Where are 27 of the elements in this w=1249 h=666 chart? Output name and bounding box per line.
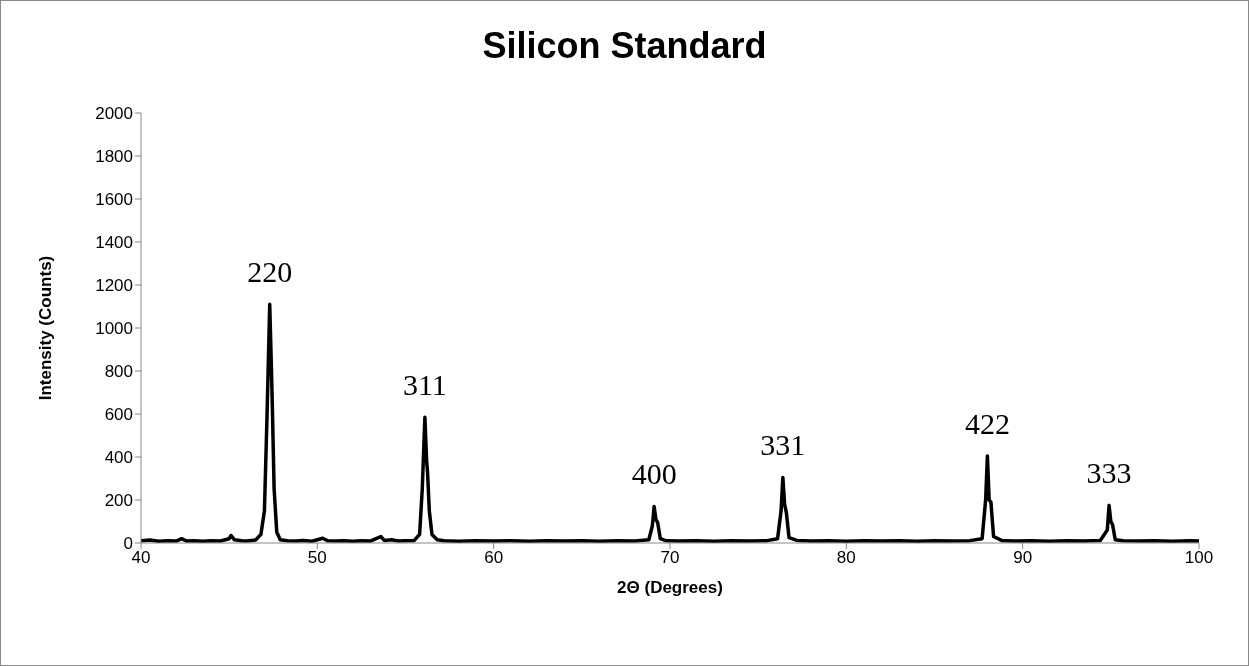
x-tick-label: 40 bbox=[131, 548, 151, 568]
y-tick-label: 600 bbox=[104, 405, 133, 425]
y-tick-label: 2000 bbox=[95, 104, 133, 124]
x-axis-title: 2Θ (Degrees) bbox=[617, 578, 723, 597]
y-tick-label: 0 bbox=[123, 534, 133, 554]
y-tick-label: 1400 bbox=[95, 233, 133, 253]
annotation: 220 bbox=[247, 255, 293, 289]
x-tick-label: 70 bbox=[660, 548, 680, 568]
y-tick-label: 1000 bbox=[95, 319, 133, 339]
annotation: 311 bbox=[402, 368, 447, 402]
annotation: 331 bbox=[760, 428, 806, 462]
x-tick-label: 50 bbox=[307, 548, 327, 568]
annotation: 400 bbox=[631, 457, 677, 491]
y-tick-label: 1600 bbox=[95, 190, 133, 210]
y-tick-label: 200 bbox=[104, 491, 133, 511]
annotation: 333 bbox=[1086, 456, 1132, 490]
y-tick-label: 400 bbox=[104, 448, 133, 468]
annotation: 422 bbox=[964, 406, 1010, 440]
y-tick-label: 800 bbox=[104, 362, 133, 382]
x-tick-label: 80 bbox=[836, 548, 856, 568]
x-tick-label: 90 bbox=[1013, 548, 1033, 568]
chart-title: Silicon Standard bbox=[481, 25, 768, 67]
y-tick-label: 1200 bbox=[95, 276, 133, 296]
x-tick-label: 60 bbox=[484, 548, 504, 568]
y-tick-label: 1800 bbox=[95, 147, 133, 167]
y-axis-title: Intensity (Counts) bbox=[36, 255, 56, 401]
x-tick-label: 100 bbox=[1184, 548, 1214, 568]
